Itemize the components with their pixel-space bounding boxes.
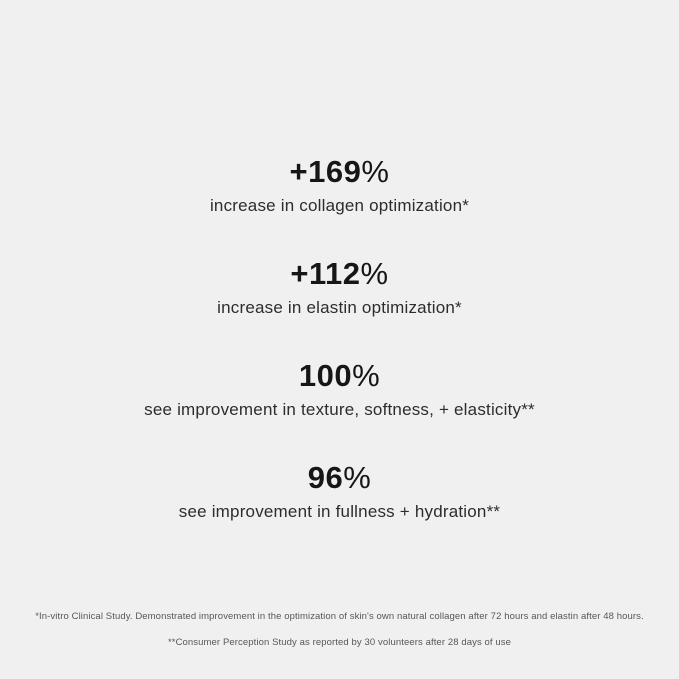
stat-collagen-label: increase in collagen optimization*: [209, 196, 470, 215]
stat-texture-label: see improvement in texture, softness, + …: [144, 400, 535, 419]
stat-value: 96: [307, 460, 344, 495]
stat-fullness-value: 96%: [179, 460, 500, 496]
stat-fullness-label: see improvement in fullness + hydration*…: [178, 502, 501, 521]
percent-sign: %: [343, 460, 372, 495]
stat-elastin-value: +112%: [217, 256, 462, 292]
stat-texture: 100% see improvement in texture, softnes…: [144, 358, 535, 420]
stat-fullness: 96% see improvement in fullness + hydrat…: [179, 460, 500, 522]
stat-elastin-label: increase in elastin optimization*: [217, 298, 462, 317]
stat-collagen-value: +169%: [210, 154, 469, 190]
stat-elastin: +112% increase in elastin optimization*: [217, 256, 462, 318]
stat-collagen: +169% increase in collagen optimization*: [210, 154, 469, 216]
percent-sign: %: [360, 256, 389, 291]
footnotes: *In-vitro Clinical Study. Demonstrated i…: [0, 604, 679, 656]
stat-value: 100: [298, 358, 353, 393]
stat-value: +169: [289, 154, 362, 189]
stat-value: +112: [290, 256, 361, 291]
stats-list: +169% increase in collagen optimization*…: [0, 154, 679, 522]
percent-sign: %: [361, 154, 390, 189]
stat-texture-value: 100%: [144, 358, 535, 394]
percent-sign: %: [352, 358, 381, 393]
footnote-clinical-study: *In-vitro Clinical Study. Demonstrated i…: [35, 611, 644, 622]
footnote-consumer-study: **Consumer Perception Study as reported …: [167, 637, 512, 648]
